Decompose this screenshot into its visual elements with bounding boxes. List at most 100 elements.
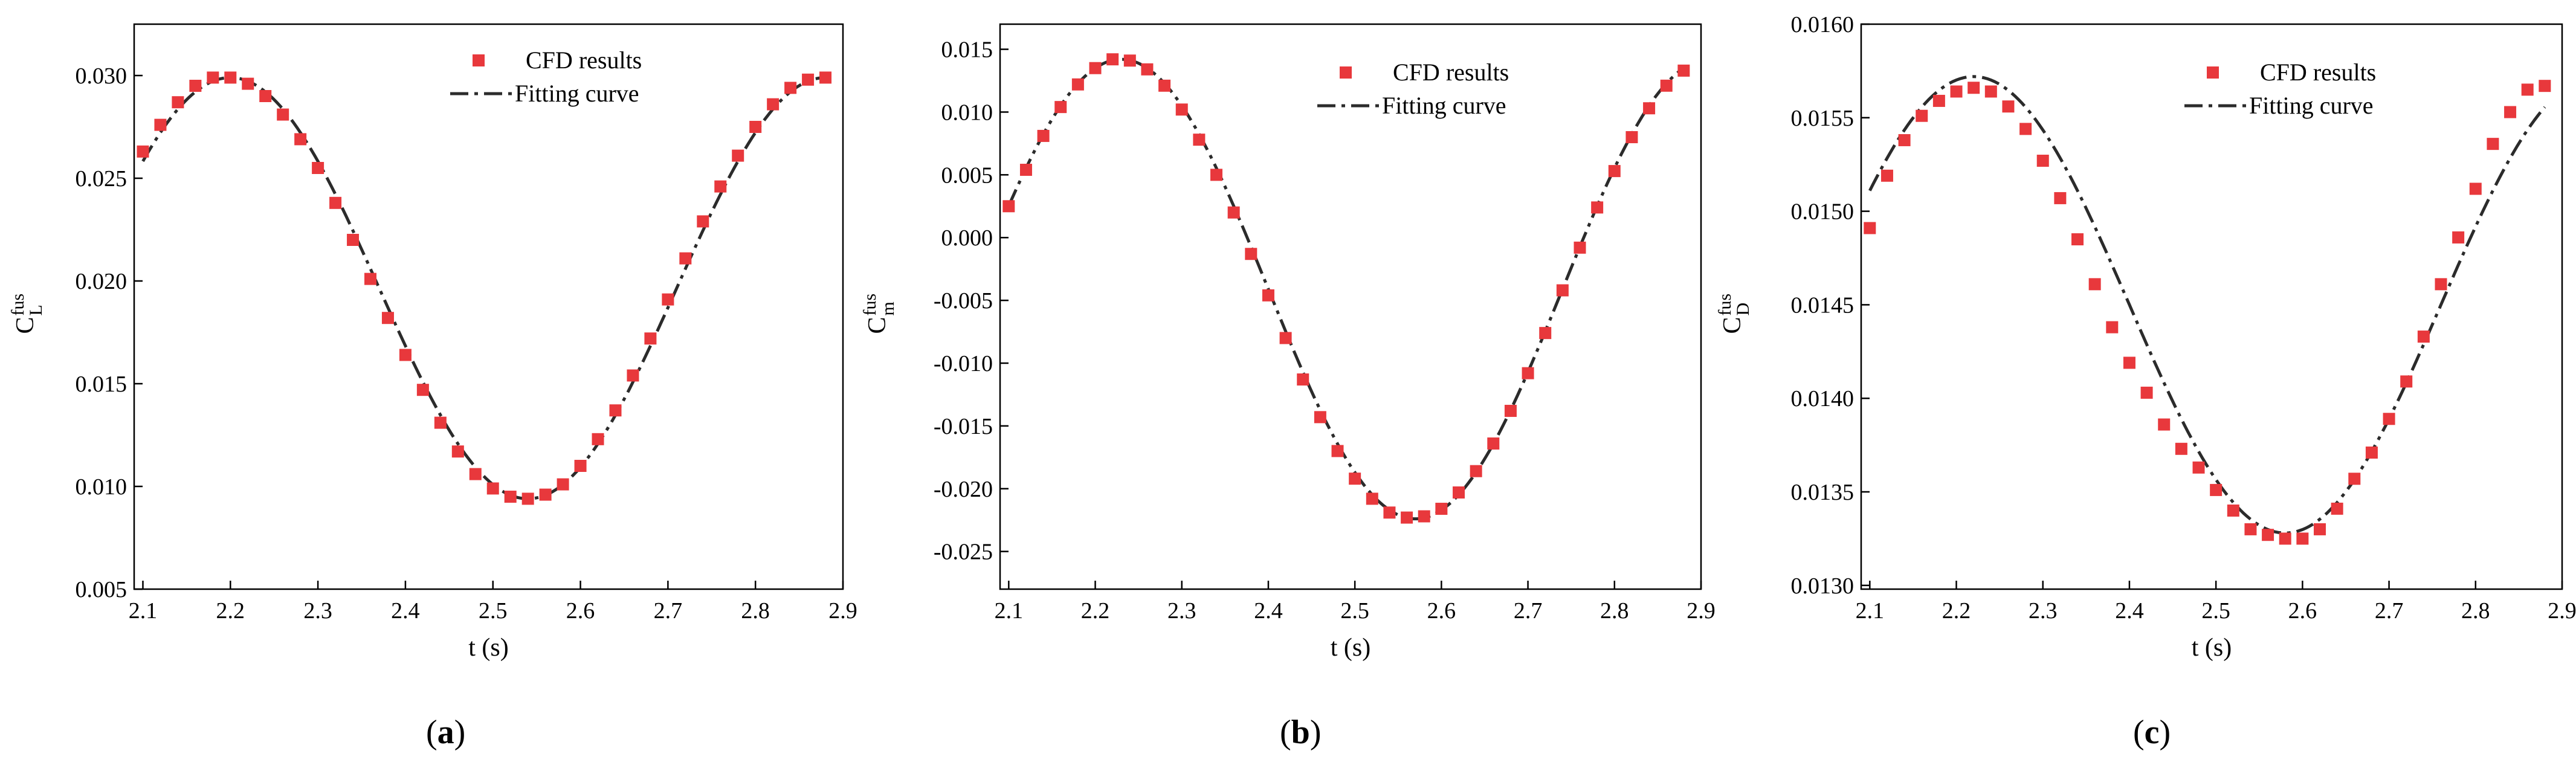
cfd-data-point xyxy=(749,121,762,133)
cfd-data-point xyxy=(2521,83,2534,96)
cfd-data-point xyxy=(592,433,604,445)
cfd-data-point xyxy=(2071,233,2084,246)
cfd-data-point xyxy=(1383,506,1396,519)
y-axis-label-main: C xyxy=(11,317,39,334)
cfd-data-point xyxy=(1574,241,1586,254)
cfd-data-point xyxy=(451,445,464,458)
y-axis-label-superscript: fus xyxy=(860,294,880,316)
x-tick-label: 2.7 xyxy=(2375,598,2404,624)
x-tick-label: 2.5 xyxy=(1340,598,1369,624)
y-axis-label-subscript: L xyxy=(26,305,46,315)
x-tick-label: 2.1 xyxy=(1856,598,1885,624)
legend-cfd-label: CFD results xyxy=(2260,59,2376,86)
panel-label-letter: a xyxy=(437,714,454,751)
cfd-data-point xyxy=(2452,231,2465,244)
cfd-data-point xyxy=(2106,321,2119,334)
legend-fit-label: Fitting curve xyxy=(1382,92,1506,119)
x-tick-label: 2.8 xyxy=(741,598,770,624)
cfd-data-point xyxy=(259,90,272,102)
y-tick-label: 0.005 xyxy=(941,163,993,188)
cfd-data-point xyxy=(1210,169,1223,181)
panel-b: 2.1 2.2 2.3 2.4 2.5 2.6 2.7 2.8 2.9 -0.025 -0.020 -… xyxy=(860,23,1716,751)
y-tick-label: -0.020 xyxy=(934,477,993,502)
cfd-data-point xyxy=(1123,54,1136,67)
cfd-data-point xyxy=(1880,169,1893,182)
cfd-data-point xyxy=(154,118,167,131)
cfd-data-point xyxy=(1314,411,1326,424)
cfd-data-point xyxy=(434,416,447,429)
x-tick-label: 2.7 xyxy=(1514,598,1543,624)
x-tick-label: 2.9 xyxy=(828,598,857,624)
x-tick-label: 2.4 xyxy=(1254,598,1283,624)
cfd-data-point xyxy=(1158,79,1171,92)
panel-label: (b) xyxy=(1280,714,1321,751)
cfd-data-point xyxy=(1227,206,1240,219)
y-axis-label-main: C xyxy=(864,317,891,334)
cfd-data-point xyxy=(609,404,622,417)
y-tick-label: -0.025 xyxy=(934,540,993,565)
x-tick-label: 2.9 xyxy=(1687,598,1716,624)
cfd-data-point xyxy=(486,482,499,495)
cfd-data-point xyxy=(2469,182,2482,195)
cfd-data-point xyxy=(1591,201,1604,214)
cfd-data-point xyxy=(2435,278,2447,291)
cfd-data-point xyxy=(1002,200,1015,213)
cfd-data-point xyxy=(364,273,376,285)
cfd-data-point xyxy=(1950,85,1963,98)
cfd-data-point xyxy=(504,491,517,503)
legend-fit-label: Fitting curve xyxy=(515,80,639,107)
cfd-data-point xyxy=(2262,529,2274,541)
panel-label-close-paren: ) xyxy=(1310,714,1322,751)
cfd-data-point xyxy=(347,234,360,246)
cfd-data-point xyxy=(1435,503,1448,515)
cfd-data-point xyxy=(1349,473,1361,485)
y-axis-label-subscript: D xyxy=(1733,303,1753,316)
y-tick-label: 0.0150 xyxy=(1791,199,1855,225)
fitting-curve-line xyxy=(1868,75,2546,535)
legend-cfd-marker xyxy=(1340,66,1352,79)
panel-c: 2.1 2.2 2.3 2.4 2.5 2.6 2.7 2.8 2.9 0.0130 0.0135 0… xyxy=(1715,12,2576,751)
cfd-data-point xyxy=(1470,465,1482,477)
cfd-data-point xyxy=(329,196,342,209)
cfd-data-point xyxy=(732,149,744,162)
cfd-data-point xyxy=(2054,192,2067,204)
legend-cfd-label: CFD results xyxy=(1393,59,1509,86)
cfd-data-point xyxy=(1401,511,1413,524)
y-tick-label: -0.005 xyxy=(934,288,993,314)
cfd-data-point xyxy=(294,133,307,146)
panel-label: (c) xyxy=(2133,714,2171,751)
cfd-data-point xyxy=(644,332,657,345)
y-axis-label-main: C xyxy=(1719,317,1746,334)
cfd-data-point xyxy=(2210,483,2223,496)
cfd-data-point xyxy=(767,98,780,111)
cfd-data-point xyxy=(2002,100,2015,113)
cfd-data-point xyxy=(1677,64,1690,77)
cfd-data-point xyxy=(1141,63,1154,76)
plot-frame xyxy=(999,23,1702,590)
cfd-data-point xyxy=(1556,284,1569,297)
cfd-data-point xyxy=(189,80,202,92)
cfd-data-point xyxy=(784,82,797,94)
cfd-data-point xyxy=(2539,80,2551,92)
cfd-data-point xyxy=(2365,446,2378,459)
x-tick-label: 2.7 xyxy=(654,598,683,624)
cfd-data-point xyxy=(539,488,552,501)
y-tick-label: -0.010 xyxy=(934,351,993,376)
cfd-results-series xyxy=(137,71,832,505)
x-tick-label: 2.4 xyxy=(2115,598,2144,624)
x-tick-label: 2.2 xyxy=(216,598,245,624)
x-axis-label: t (s) xyxy=(2192,634,2232,662)
cfd-data-point xyxy=(2314,523,2326,535)
legend-cfd-marker xyxy=(2207,66,2219,79)
panel-label-letter: c xyxy=(2145,714,2160,751)
cfd-data-point xyxy=(1071,78,1084,91)
cfd-data-point xyxy=(1262,289,1274,302)
y-tick-label: 0.020 xyxy=(76,269,128,294)
cfd-data-point xyxy=(416,384,429,396)
x-tick-label: 2.2 xyxy=(1081,598,1110,624)
cfd-data-point xyxy=(1487,437,1500,450)
legend-fit-label: Fitting curve xyxy=(2249,92,2374,119)
cfd-data-point xyxy=(242,77,254,90)
